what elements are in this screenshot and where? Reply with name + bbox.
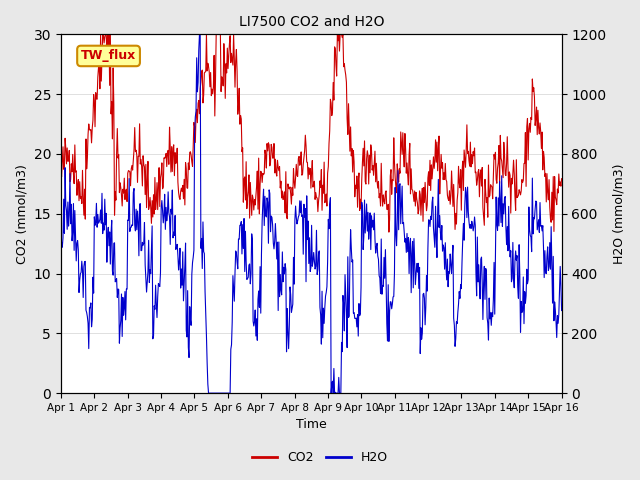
Legend: CO2, H2O: CO2, H2O — [247, 446, 393, 469]
Text: TW_flux: TW_flux — [81, 49, 136, 62]
Y-axis label: CO2 (mmol/m3): CO2 (mmol/m3) — [15, 164, 28, 264]
X-axis label: Time: Time — [296, 419, 326, 432]
Title: LI7500 CO2 and H2O: LI7500 CO2 and H2O — [239, 15, 384, 29]
Y-axis label: H2O (mmol/m3): H2O (mmol/m3) — [612, 164, 625, 264]
